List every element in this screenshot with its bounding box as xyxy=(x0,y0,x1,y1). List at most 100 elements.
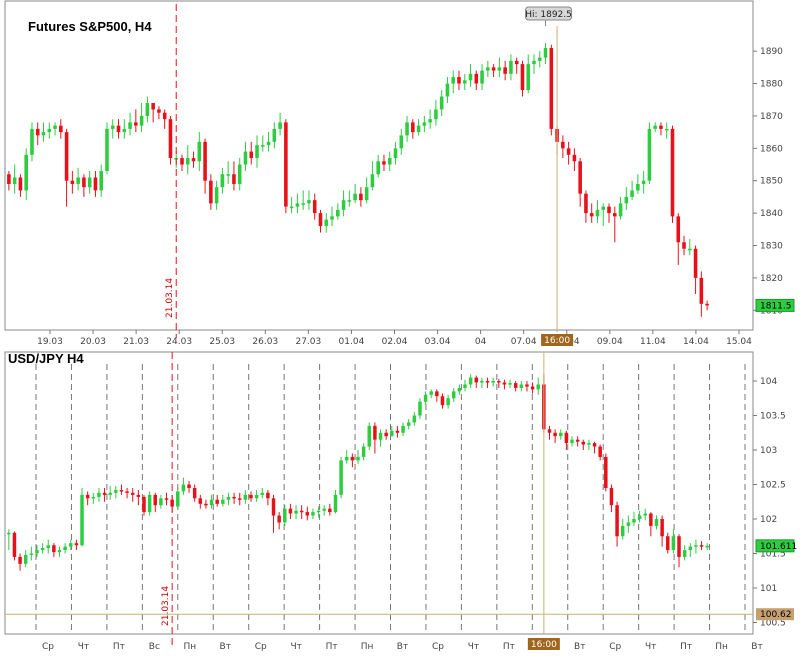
sp500-panel[interactable]: 189018801870186018501840183018201810 19.… xyxy=(4,0,795,347)
x-tick-label: Вт xyxy=(574,642,585,652)
candle xyxy=(204,499,208,509)
usdjpy-overlays: 21.03.14 16:00 101.611 100.62 xyxy=(5,352,797,650)
candle-body xyxy=(344,456,349,461)
last-price-label: 101.611 xyxy=(760,542,797,552)
date-marker-label: 21.03.14 xyxy=(165,278,175,318)
candle xyxy=(59,119,63,139)
candle-body xyxy=(288,508,293,514)
candle xyxy=(305,506,310,521)
candle xyxy=(401,422,405,437)
candle-body xyxy=(356,456,360,461)
candle-body xyxy=(198,498,203,504)
candle xyxy=(164,492,169,506)
sp500-overlays: 21.03.14 16:00 1811.5 Hi: 1892.5 xyxy=(165,4,795,346)
candle xyxy=(671,529,676,554)
candle xyxy=(232,492,236,504)
candle-body xyxy=(509,60,513,74)
candle-body xyxy=(575,439,580,442)
candle xyxy=(203,138,207,194)
candle-body xyxy=(249,494,253,499)
x-tick-label: 25.03 xyxy=(209,337,235,347)
candle xyxy=(561,135,565,159)
candle-body xyxy=(520,64,525,91)
candle xyxy=(457,384,462,395)
time-marker-label: 16:00 xyxy=(544,336,570,346)
x-tick-label: 01.04 xyxy=(339,337,365,347)
y-tick-label: 104 xyxy=(760,377,777,387)
y-tick-label: 1880 xyxy=(760,80,783,90)
candle-body xyxy=(445,83,450,97)
candle xyxy=(451,387,456,402)
candle xyxy=(145,96,150,123)
candle xyxy=(382,154,386,171)
candle-body xyxy=(181,484,186,492)
candle xyxy=(422,115,427,133)
x-tick-label: Вт xyxy=(397,642,408,652)
candle-body xyxy=(350,456,355,461)
candle-body xyxy=(147,494,152,513)
candle-body xyxy=(254,494,259,499)
x-tick-label: Вт xyxy=(220,642,231,652)
candle xyxy=(595,200,600,223)
candle-body xyxy=(598,446,602,457)
sp500-y-axis: 189018801870186018501840183018201810 xyxy=(753,47,783,316)
candle xyxy=(52,543,56,557)
candle-body xyxy=(561,141,565,149)
candle-body xyxy=(612,213,617,217)
candle-body xyxy=(549,47,554,129)
candle-body xyxy=(553,432,557,437)
candle-body xyxy=(283,508,287,523)
candle xyxy=(601,203,606,227)
candle xyxy=(411,119,415,139)
candle xyxy=(221,494,225,507)
candle-body xyxy=(209,180,213,204)
x-tick-label: 02.04 xyxy=(382,337,408,347)
candle-body xyxy=(153,494,157,506)
candle-body xyxy=(620,525,625,537)
candle-body xyxy=(164,498,169,500)
candle-body xyxy=(99,171,104,191)
horizontal-price-label: 100.62 xyxy=(760,610,792,620)
candle xyxy=(647,122,652,184)
x-tick-label: Пн xyxy=(715,642,728,652)
candle-body xyxy=(237,164,242,184)
usdjpy-panel[interactable]: 104 103.5 103 102.5 102 101.5 101 100.5 Ср Чт Пт В… xyxy=(4,351,797,652)
candle-body xyxy=(316,510,321,513)
candle-body xyxy=(474,377,479,383)
candle-body xyxy=(699,277,704,304)
candle xyxy=(532,54,536,74)
candle-body xyxy=(572,154,577,162)
candle-body xyxy=(485,381,490,383)
candle-body xyxy=(559,432,563,437)
y-tick-label: 1830 xyxy=(760,242,783,252)
candle-body xyxy=(18,556,22,564)
candle-body xyxy=(322,508,326,511)
candle xyxy=(660,515,664,547)
candle xyxy=(572,148,577,171)
candle xyxy=(705,543,709,551)
candle xyxy=(399,128,404,155)
candle-body xyxy=(221,499,225,504)
candle-body xyxy=(451,391,456,399)
candle xyxy=(74,539,79,551)
candle xyxy=(70,171,75,194)
candle xyxy=(705,300,709,311)
candle-body xyxy=(423,394,428,402)
candle-body xyxy=(294,510,298,514)
candle-body xyxy=(139,115,144,126)
candle-body xyxy=(176,491,180,507)
candle-body xyxy=(180,158,184,165)
candle xyxy=(589,203,594,223)
candle xyxy=(575,436,580,447)
candle-body xyxy=(57,550,62,553)
candle-body xyxy=(670,128,675,217)
candle xyxy=(63,543,67,554)
candle xyxy=(592,441,597,454)
candle xyxy=(559,429,563,440)
candle-body xyxy=(530,386,535,390)
candle-body xyxy=(272,128,277,142)
candle-body xyxy=(69,543,73,547)
candle-body xyxy=(307,200,311,204)
candle xyxy=(288,503,293,520)
candle xyxy=(543,43,548,65)
